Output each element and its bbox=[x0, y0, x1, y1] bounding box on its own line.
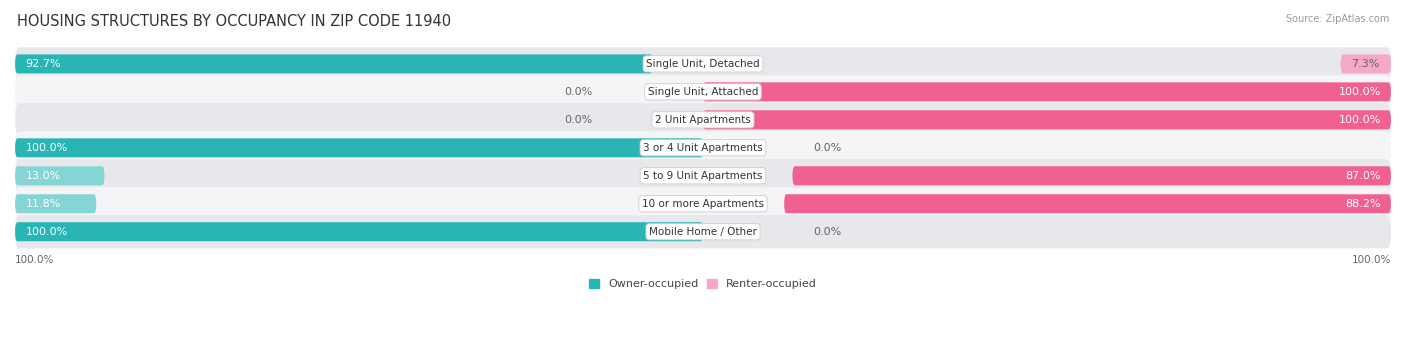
FancyBboxPatch shape bbox=[15, 47, 1391, 80]
Text: 87.0%: 87.0% bbox=[1346, 171, 1381, 181]
Text: Mobile Home / Other: Mobile Home / Other bbox=[650, 227, 756, 237]
Text: 100.0%: 100.0% bbox=[1351, 255, 1391, 265]
Text: 100.0%: 100.0% bbox=[1339, 115, 1381, 125]
Legend: Owner-occupied, Renter-occupied: Owner-occupied, Renter-occupied bbox=[589, 279, 817, 289]
Text: 0.0%: 0.0% bbox=[813, 227, 841, 237]
Text: Single Unit, Attached: Single Unit, Attached bbox=[648, 87, 758, 97]
Text: 92.7%: 92.7% bbox=[25, 59, 60, 69]
Text: 5 to 9 Unit Apartments: 5 to 9 Unit Apartments bbox=[644, 171, 762, 181]
FancyBboxPatch shape bbox=[15, 222, 703, 241]
Text: 13.0%: 13.0% bbox=[25, 171, 60, 181]
FancyBboxPatch shape bbox=[15, 187, 1391, 220]
FancyBboxPatch shape bbox=[785, 194, 1391, 213]
FancyBboxPatch shape bbox=[15, 159, 1391, 192]
Text: 100.0%: 100.0% bbox=[25, 227, 67, 237]
FancyBboxPatch shape bbox=[793, 166, 1391, 185]
FancyBboxPatch shape bbox=[15, 138, 703, 157]
FancyBboxPatch shape bbox=[15, 215, 1391, 248]
FancyBboxPatch shape bbox=[15, 166, 104, 185]
Text: 11.8%: 11.8% bbox=[25, 199, 60, 209]
Text: 7.3%: 7.3% bbox=[1351, 59, 1379, 69]
Text: 100.0%: 100.0% bbox=[1339, 87, 1381, 97]
FancyBboxPatch shape bbox=[703, 110, 1391, 129]
Text: Single Unit, Detached: Single Unit, Detached bbox=[647, 59, 759, 69]
Text: 10 or more Apartments: 10 or more Apartments bbox=[643, 199, 763, 209]
FancyBboxPatch shape bbox=[15, 75, 1391, 108]
Text: 100.0%: 100.0% bbox=[15, 255, 55, 265]
Text: HOUSING STRUCTURES BY OCCUPANCY IN ZIP CODE 11940: HOUSING STRUCTURES BY OCCUPANCY IN ZIP C… bbox=[17, 14, 451, 29]
FancyBboxPatch shape bbox=[1341, 54, 1391, 73]
Text: 0.0%: 0.0% bbox=[565, 115, 593, 125]
Text: 100.0%: 100.0% bbox=[25, 143, 67, 153]
FancyBboxPatch shape bbox=[15, 131, 1391, 164]
Text: 0.0%: 0.0% bbox=[813, 143, 841, 153]
Text: Source: ZipAtlas.com: Source: ZipAtlas.com bbox=[1285, 14, 1389, 24]
FancyBboxPatch shape bbox=[15, 194, 96, 213]
FancyBboxPatch shape bbox=[15, 103, 1391, 136]
Text: 2 Unit Apartments: 2 Unit Apartments bbox=[655, 115, 751, 125]
Text: 88.2%: 88.2% bbox=[1346, 199, 1381, 209]
Text: 3 or 4 Unit Apartments: 3 or 4 Unit Apartments bbox=[643, 143, 763, 153]
FancyBboxPatch shape bbox=[15, 54, 652, 73]
FancyBboxPatch shape bbox=[703, 82, 1391, 101]
Text: 0.0%: 0.0% bbox=[565, 87, 593, 97]
